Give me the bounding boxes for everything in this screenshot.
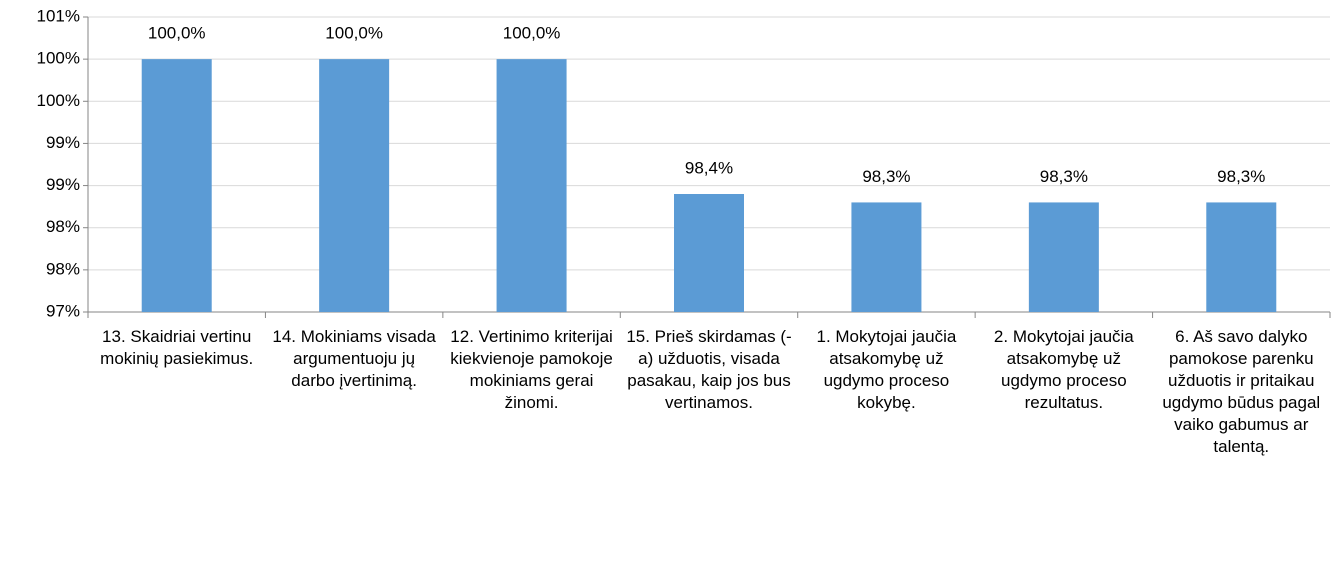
data-label: 98,3% (1040, 167, 1088, 186)
data-label: 98,3% (862, 167, 910, 186)
y-tick-label: 97% (46, 301, 80, 320)
data-label: 100,0% (325, 24, 383, 43)
data-label: 100,0% (148, 24, 206, 43)
x-tick-label: 15. Prieš skirdamas (-a) užduotis, visad… (626, 327, 792, 412)
x-tick-label: 6. Aš savo dalyko pamokose parenku užduo… (1162, 327, 1321, 456)
data-label: 98,4% (685, 158, 733, 177)
x-tick-label: 2. Mokytojai jaučia atsakomybę už ugdymo… (993, 327, 1134, 412)
bar (319, 59, 390, 313)
y-tick-label: 99% (46, 175, 80, 194)
bar (1028, 202, 1099, 312)
x-tick-label: 1. Mokytojai jaučia atsakomybę už ugdymo… (816, 327, 957, 412)
y-tick-label: 98% (46, 259, 80, 278)
data-label: 98,3% (1217, 167, 1265, 186)
y-tick-label: 100% (37, 49, 80, 68)
x-tick-label: 14. Mokiniams visada argumentuoju jų dar… (272, 327, 436, 390)
x-tick-label: 12. Vertinimo kriterijai kiekvienoje pam… (450, 327, 613, 412)
bar (496, 59, 567, 313)
y-tick-label: 101% (37, 6, 80, 25)
x-tick-label: 13. Skaidriai vertinu mokinių pasiekimus… (100, 327, 254, 368)
bar (141, 59, 212, 313)
bar (674, 194, 744, 312)
data-label: 100,0% (503, 24, 561, 43)
bar (851, 202, 922, 312)
y-tick-label: 99% (46, 133, 80, 152)
y-tick-label: 100% (37, 91, 80, 110)
bar (1206, 202, 1277, 312)
y-tick-label: 98% (46, 217, 80, 236)
